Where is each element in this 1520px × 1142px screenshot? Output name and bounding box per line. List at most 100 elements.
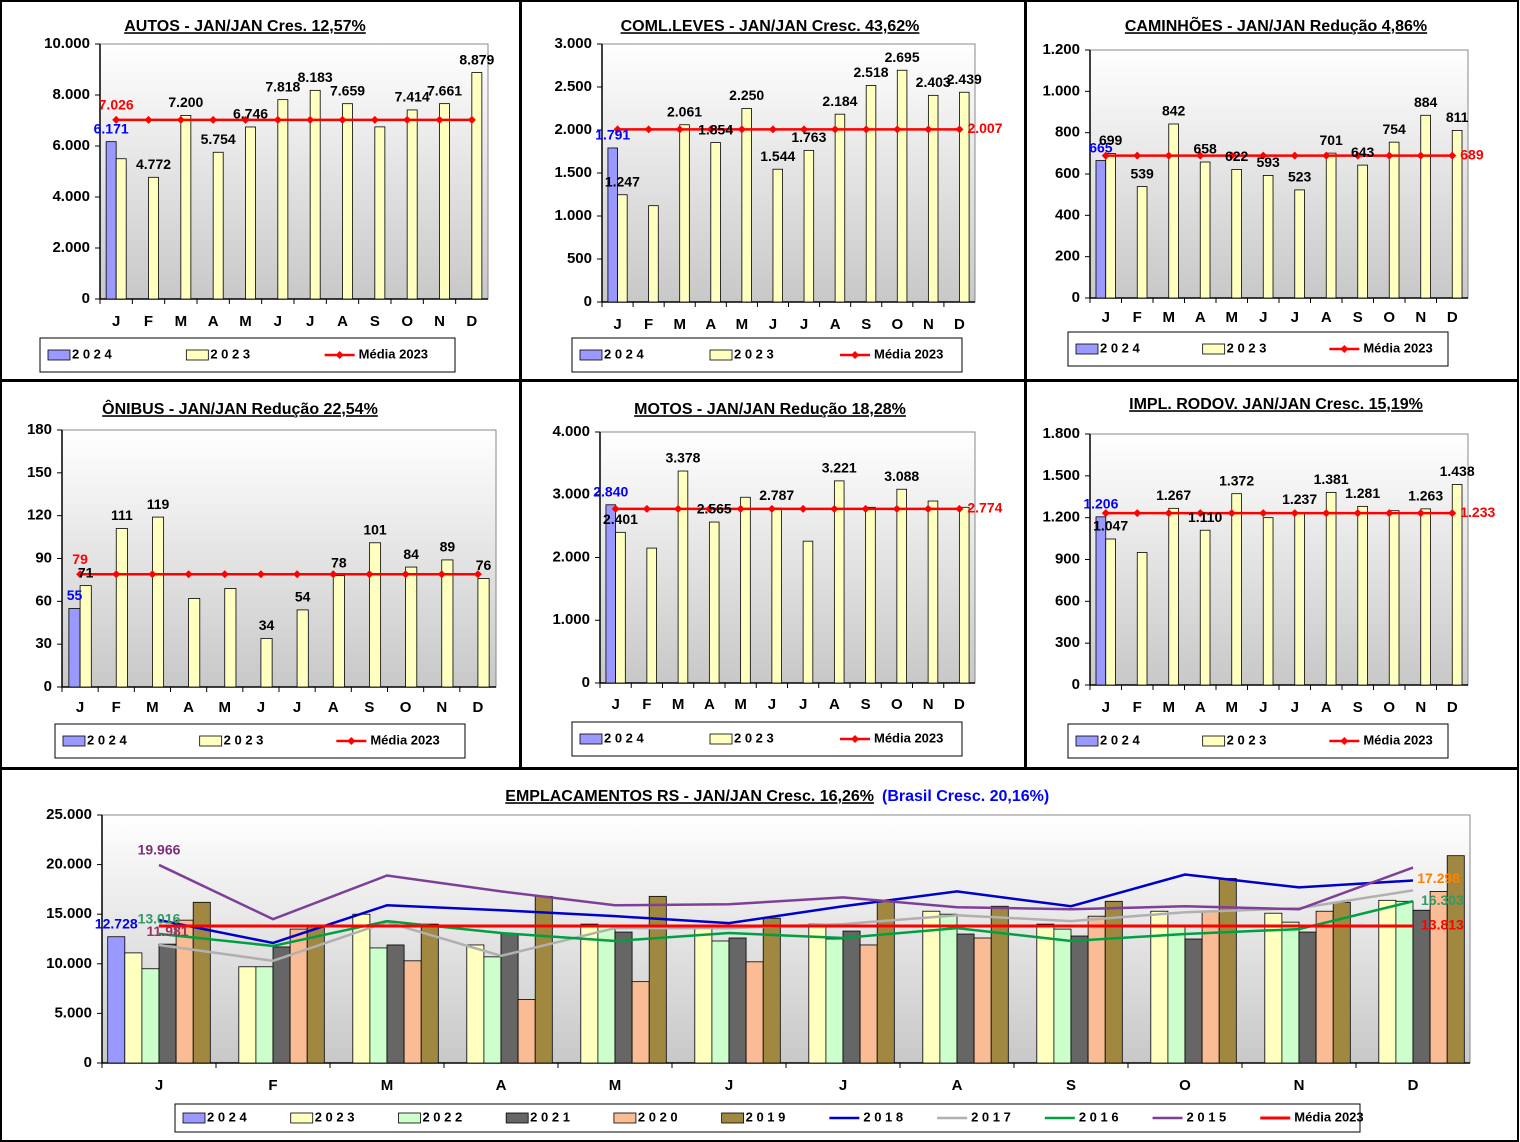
y-tick-label: 3.000 <box>554 35 592 52</box>
value-label: 2.061 <box>667 103 702 119</box>
legend-label: 2 0 2 4 <box>1100 340 1141 355</box>
marker <box>955 125 964 134</box>
legend-label: 2 0 2 3 <box>224 732 264 747</box>
y-tick-label: 0 <box>82 290 90 307</box>
bar <box>1325 492 1337 686</box>
legend-marker <box>1340 737 1349 745</box>
x-tick-label: A <box>704 696 715 713</box>
x-tick-label: F <box>1133 309 1142 326</box>
value-label: 8.879 <box>459 51 494 67</box>
x-tick-label: F <box>642 696 651 713</box>
legend-label: 2 0 2 2 <box>422 1109 462 1124</box>
x-tick-label: J <box>293 699 301 716</box>
x-tick-label: M <box>146 699 159 716</box>
x-tick-label: O <box>400 699 412 716</box>
value-label: 11.981 <box>147 923 189 939</box>
y-tick-label: 2.500 <box>554 78 592 95</box>
x-tick-label: S <box>1066 1077 1076 1094</box>
legend <box>54 723 466 759</box>
bar <box>1053 928 1072 1064</box>
value-label: 5.754 <box>201 131 236 147</box>
value-label: 1.267 <box>1156 487 1191 503</box>
value-label: 7.659 <box>330 82 365 98</box>
value-label: 2.695 <box>885 49 920 65</box>
y-tick-label: 3.000 <box>552 486 590 503</box>
x-tick-label: O <box>891 696 903 713</box>
legend-swatch <box>1202 343 1226 355</box>
bar <box>859 944 878 1064</box>
value-label: 2.787 <box>759 487 794 503</box>
bar <box>352 913 371 1064</box>
marker <box>1448 509 1457 518</box>
bar <box>617 194 628 303</box>
legend-label: 2 0 2 3 <box>315 1109 355 1124</box>
bar <box>1105 153 1116 299</box>
x-tick-label: A <box>328 699 339 716</box>
legend-label: 2 0 1 5 <box>1187 1109 1227 1124</box>
x-tick-label: N <box>923 696 934 713</box>
bar <box>694 926 713 1064</box>
y-tick-label: 1.200 <box>1042 41 1080 58</box>
bar <box>1357 164 1368 299</box>
x-tick-label: M <box>734 696 747 713</box>
marker <box>1101 509 1110 518</box>
legend-swatch <box>1075 343 1099 355</box>
value-label: 2.403 <box>916 74 951 90</box>
bar <box>865 85 877 303</box>
marker <box>467 115 476 124</box>
bar <box>741 108 752 303</box>
bar <box>740 496 751 684</box>
x-tick-label: M <box>239 313 252 330</box>
plot-area <box>101 814 1471 1064</box>
marker <box>768 125 777 134</box>
x-tick-label: A <box>337 313 348 330</box>
chart-title: AUTOS - JAN/JAN Cres. 12,57% <box>124 18 366 35</box>
bar <box>386 944 405 1064</box>
chart-title: CAMINHÕES - JAN/JAN Redução 4,86% <box>1125 15 1427 35</box>
marker <box>293 570 302 579</box>
marker <box>241 115 250 124</box>
x-tick-label: J <box>1259 309 1267 326</box>
bar <box>1167 926 1186 1064</box>
y-tick-label: 400 <box>1055 206 1080 223</box>
x-tick-label: O <box>1383 699 1395 716</box>
x-tick-label: J <box>611 696 619 713</box>
value-label: 1.381 <box>1314 471 1349 487</box>
legend-label: 2 0 1 8 <box>863 1109 903 1124</box>
value-label: 34 <box>259 617 275 633</box>
x-tick-label: N <box>923 316 934 333</box>
bar <box>1294 189 1305 299</box>
plot-area <box>1089 49 1469 299</box>
value-label: 119 <box>147 496 170 512</box>
bar <box>956 933 975 1064</box>
plot-area <box>599 431 976 684</box>
marker <box>1416 151 1425 160</box>
marker <box>1353 151 1362 160</box>
legend-swatch <box>182 1112 206 1124</box>
marker <box>830 504 839 513</box>
value-label: 701 <box>1319 132 1343 148</box>
bar <box>927 94 939 303</box>
value-label: 8.183 <box>298 69 333 85</box>
x-tick-label: J <box>257 699 265 716</box>
x-tick-label: J <box>306 313 314 330</box>
bar <box>188 598 201 688</box>
bar <box>1104 900 1123 1064</box>
bar <box>152 516 165 688</box>
x-tick-label: J <box>1259 699 1267 716</box>
bar <box>927 500 939 684</box>
bar <box>958 506 970 684</box>
x-tick-label: N <box>1294 1077 1305 1094</box>
legend <box>1067 331 1449 367</box>
chart-title: ÔNIBUS - JAN/JAN Redução 22,54% <box>102 399 378 418</box>
value-label: 1.263 <box>1408 488 1443 504</box>
legend-label: Média 2023 <box>874 346 943 361</box>
value-label: 89 <box>440 539 456 555</box>
marker <box>176 115 185 124</box>
bar <box>580 923 599 1064</box>
value-label: 2.401 <box>603 511 638 527</box>
marker <box>435 115 444 124</box>
x-tick-label: M <box>219 699 232 716</box>
marker <box>675 125 684 134</box>
marker <box>329 570 338 579</box>
